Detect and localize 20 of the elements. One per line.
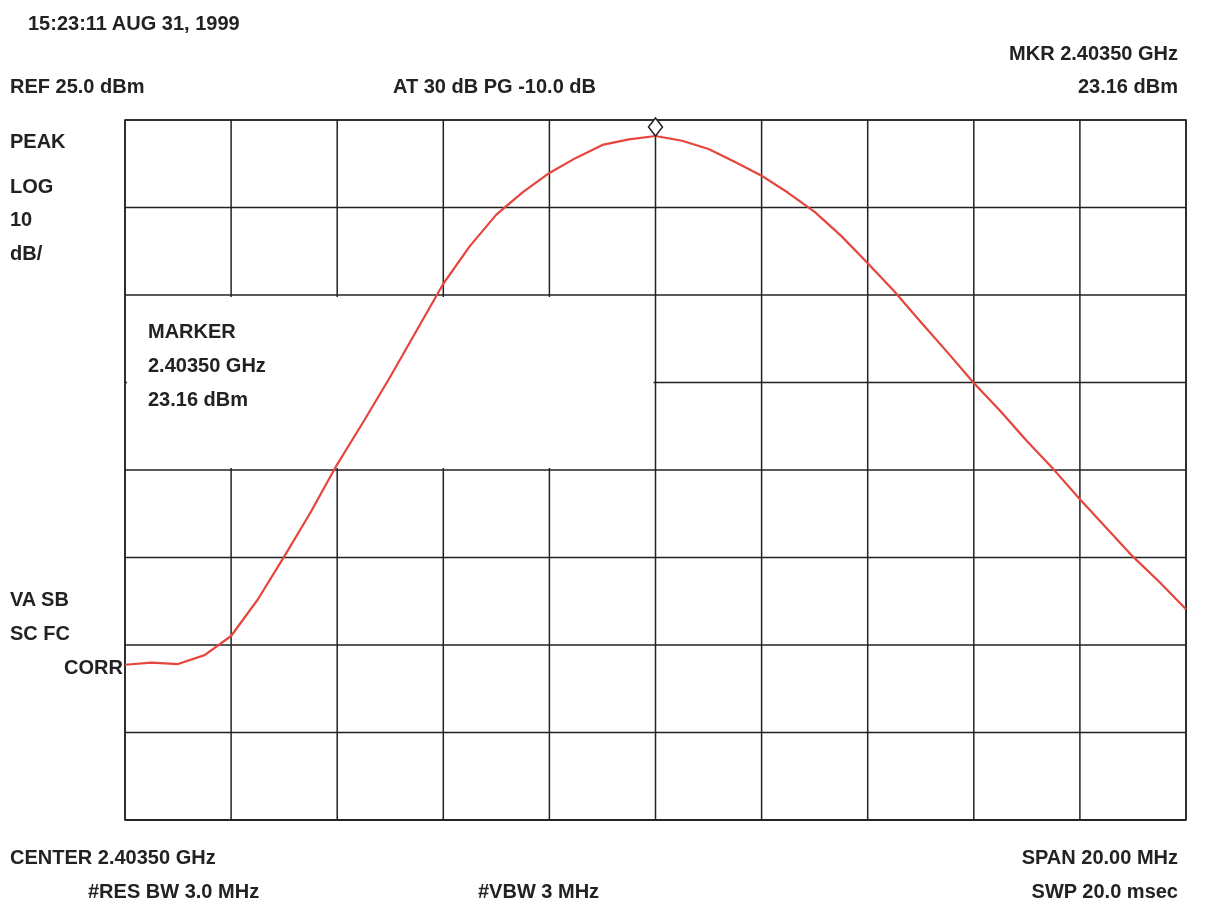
text: #VBW 3 MHz (478, 880, 600, 902)
text: REF 25.0 dBm (10, 75, 145, 97)
text: VA SB (10, 588, 69, 610)
text: AT 30 dB PG -10.0 dB (393, 75, 597, 97)
text: CENTER 2.40350 GHz (10, 846, 216, 868)
text: 10 (10, 208, 33, 230)
text: #RES BW 3.0 MHz (88, 880, 260, 902)
text: LOG (10, 175, 54, 197)
chart-title: 15:23:11 AUG 31, 1999 (28, 12, 240, 34)
text: 23.16 dBm (1077, 75, 1178, 97)
text: SWP 20.0 msec (1031, 880, 1178, 902)
text: dB/ (10, 242, 43, 264)
annotation: 23.16 dBm (148, 388, 249, 410)
text: CORR (64, 656, 124, 678)
text: SC FC (10, 622, 70, 644)
text: PEAK (10, 130, 67, 152)
text: SPAN 20.00 MHz (1021, 846, 1178, 868)
annotation: MARKER (148, 320, 237, 342)
text: MKR 2.40350 GHz (1009, 42, 1178, 64)
annotation: 2.40350 GHz (148, 354, 266, 376)
